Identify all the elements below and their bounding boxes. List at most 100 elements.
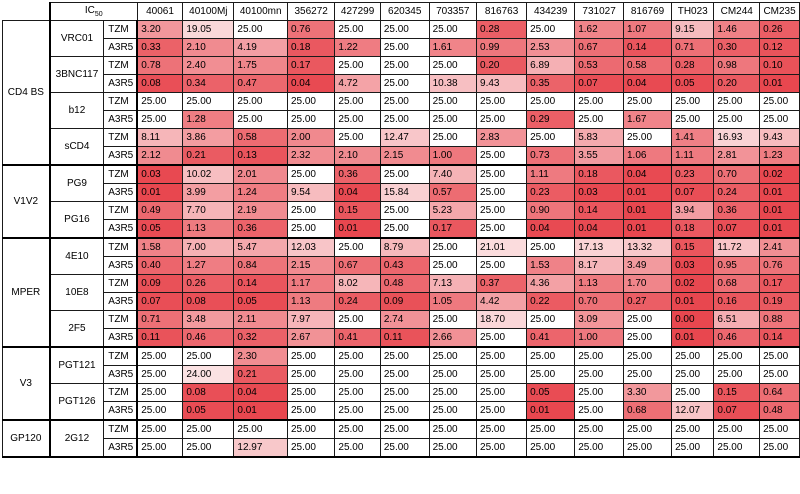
ic50-value-cell: 25.00 bbox=[286, 110, 336, 129]
ic50-value-cell: 25.00 bbox=[476, 365, 528, 384]
ic50-value-cell: 3.94 bbox=[671, 201, 715, 220]
ic50-value-cell: 1.46 bbox=[713, 20, 761, 39]
epitope-group-label: MPER bbox=[1, 237, 51, 348]
ic50-value-cell: 3.86 bbox=[182, 128, 235, 147]
ic50-value-cell: 0.36 bbox=[334, 164, 381, 184]
ic50-value-cell: 0.14 bbox=[233, 274, 288, 293]
assay-label: TZM bbox=[103, 274, 138, 293]
ic50-value-cell: 25.00 bbox=[574, 365, 624, 384]
ic50-value-cell: 25.00 bbox=[526, 365, 576, 384]
ic50-value-cell: 0.67 bbox=[574, 38, 624, 57]
ic50-value-cell: 25.00 bbox=[526, 346, 576, 366]
ic50-value-cell: 5.83 bbox=[574, 128, 624, 147]
ic50-value-cell: 0.11 bbox=[136, 328, 184, 348]
ic50-value-cell: 25.00 bbox=[428, 438, 478, 458]
ic50-value-cell: 2.53 bbox=[526, 38, 576, 57]
ic50-value-cell: 25.00 bbox=[622, 438, 673, 458]
ic50-value-cell: 0.08 bbox=[182, 383, 235, 402]
ic50-value-cell: 0.01 bbox=[622, 219, 673, 239]
ic50-value-cell: 0.01 bbox=[671, 292, 715, 311]
ic50-value-cell: 0.15 bbox=[671, 237, 715, 257]
ic50-value-cell: 0.19 bbox=[759, 292, 800, 311]
ic50-value-cell: 0.15 bbox=[713, 383, 761, 402]
ic50-value-cell: 3.99 bbox=[182, 183, 235, 202]
ic50-value-cell: 4.19 bbox=[233, 38, 288, 57]
ic50-value-cell: 25.00 bbox=[476, 201, 528, 220]
column-header: 40100Mj bbox=[182, 2, 235, 21]
ic50-subscript: 50 bbox=[94, 11, 103, 18]
ic50-value-cell: 0.88 bbox=[759, 310, 800, 329]
ic50-value-cell: 2.01 bbox=[233, 164, 288, 184]
antibody-label: VRC01 bbox=[48, 20, 105, 57]
ic50-value-cell: 25.00 bbox=[476, 146, 528, 166]
ic50-value-cell: 0.05 bbox=[233, 292, 288, 311]
ic50-value-cell: 0.27 bbox=[622, 292, 673, 311]
ic50-value-cell: 25.00 bbox=[526, 20, 576, 39]
ic50-value-cell: 0.20 bbox=[713, 74, 761, 93]
antibody-label: 2F5 bbox=[48, 310, 105, 348]
ic50-value-cell: 0.58 bbox=[233, 128, 288, 147]
ic50-value-cell: 25.00 bbox=[622, 419, 673, 439]
ic50-value-cell: 0.01 bbox=[759, 219, 800, 239]
ic50-value-cell: 0.76 bbox=[286, 20, 336, 39]
ic50-value-cell: 25.00 bbox=[526, 92, 576, 111]
ic50-value-cell: 25.00 bbox=[713, 438, 761, 458]
ic50-value-cell: 0.01 bbox=[233, 401, 288, 421]
ic50-value-cell: 8.79 bbox=[379, 237, 430, 257]
ic50-value-cell: 0.17 bbox=[286, 56, 336, 75]
assay-label: TZM bbox=[103, 164, 138, 184]
antibody-label: 2G12 bbox=[48, 419, 105, 458]
ic50-value-cell: 25.00 bbox=[759, 110, 800, 129]
ic50-value-cell: 0.41 bbox=[526, 328, 576, 348]
ic50-value-cell: 25.00 bbox=[622, 310, 673, 329]
ic50-value-cell: 0.07 bbox=[671, 183, 715, 202]
ic50-value-cell: 0.57 bbox=[428, 183, 478, 202]
ic50-value-cell: 3.30 bbox=[622, 383, 673, 402]
ic50-value-cell: 25.00 bbox=[428, 383, 478, 402]
ic50-value-cell: 0.05 bbox=[671, 74, 715, 93]
ic50-value-cell: 25.00 bbox=[379, 383, 430, 402]
ic50-value-cell: 25.00 bbox=[713, 346, 761, 366]
ic50-value-cell: 25.00 bbox=[428, 237, 478, 257]
ic50-value-cell: 0.99 bbox=[476, 38, 528, 57]
ic50-value-cell: 25.00 bbox=[182, 92, 235, 111]
ic50-value-cell: 25.00 bbox=[233, 92, 288, 111]
ic50-value-cell: 0.18 bbox=[286, 38, 336, 57]
ic50-value-cell: 0.14 bbox=[622, 38, 673, 57]
ic50-value-cell: 0.04 bbox=[622, 164, 673, 184]
ic50-heatmap-table: IC50 40061 40100Mj 40100mn 356272 427299… bbox=[1, 2, 800, 458]
ic50-value-cell: 0.41 bbox=[334, 328, 381, 348]
ic50-value-cell: 24.00 bbox=[182, 365, 235, 384]
ic50-value-cell: 2.15 bbox=[379, 146, 430, 166]
assay-label: TZM bbox=[103, 128, 138, 147]
ic50-value-cell: 25.00 bbox=[136, 401, 184, 421]
ic50-value-cell: 0.95 bbox=[713, 256, 761, 275]
ic50-value-cell: 25.00 bbox=[379, 20, 430, 39]
table-row: A3R5 25.00 24.00 0.21 25.00 25.00 25.00 25.00 25… bbox=[3, 365, 800, 384]
ic50-value-cell: 0.08 bbox=[182, 292, 235, 311]
ic50-value-cell: 5.47 bbox=[233, 237, 288, 257]
header-row: IC50 40061 40100Mj 40100mn 356272 427299… bbox=[2, 2, 800, 21]
ic50-value-cell: 25.00 bbox=[574, 383, 624, 402]
ic50-value-cell: 25.00 bbox=[233, 110, 288, 129]
ic50-value-cell: 0.18 bbox=[574, 164, 624, 184]
table-row: CD4 BS VRC01 TZM 3.20 19.05 25.00 0.76 25.00 25.… bbox=[1, 20, 800, 166]
ic50-value-cell: 25.00 bbox=[574, 419, 624, 439]
epitope-group-label: GP120 bbox=[1, 419, 51, 458]
ic50-value-cell: 0.29 bbox=[526, 110, 576, 129]
ic50-value-cell: 2.12 bbox=[136, 146, 184, 166]
ic50-value-cell: 25.00 bbox=[622, 92, 673, 111]
ic50-value-cell: 25.00 bbox=[574, 438, 624, 458]
ic50-value-cell: 0.09 bbox=[136, 274, 184, 293]
ic50-value-cell: 25.00 bbox=[574, 346, 624, 366]
assay-label: TZM bbox=[103, 383, 138, 402]
table-row: A3R5 25.00 1.28 25.00 25.00 25.00 25.00 25.00 25… bbox=[3, 110, 800, 129]
ic50-value-cell: 0.48 bbox=[379, 274, 430, 293]
ic50-value-cell: 2.32 bbox=[286, 146, 336, 166]
ic50-value-cell: 0.17 bbox=[428, 219, 478, 239]
ic50-value-cell: 25.00 bbox=[671, 383, 715, 402]
ic50-value-cell: 8.17 bbox=[574, 256, 624, 275]
ic50-value-cell: 25.00 bbox=[136, 438, 184, 458]
ic50-value-cell: 25.00 bbox=[379, 164, 430, 184]
ic50-value-cell: 1.13 bbox=[286, 292, 336, 311]
